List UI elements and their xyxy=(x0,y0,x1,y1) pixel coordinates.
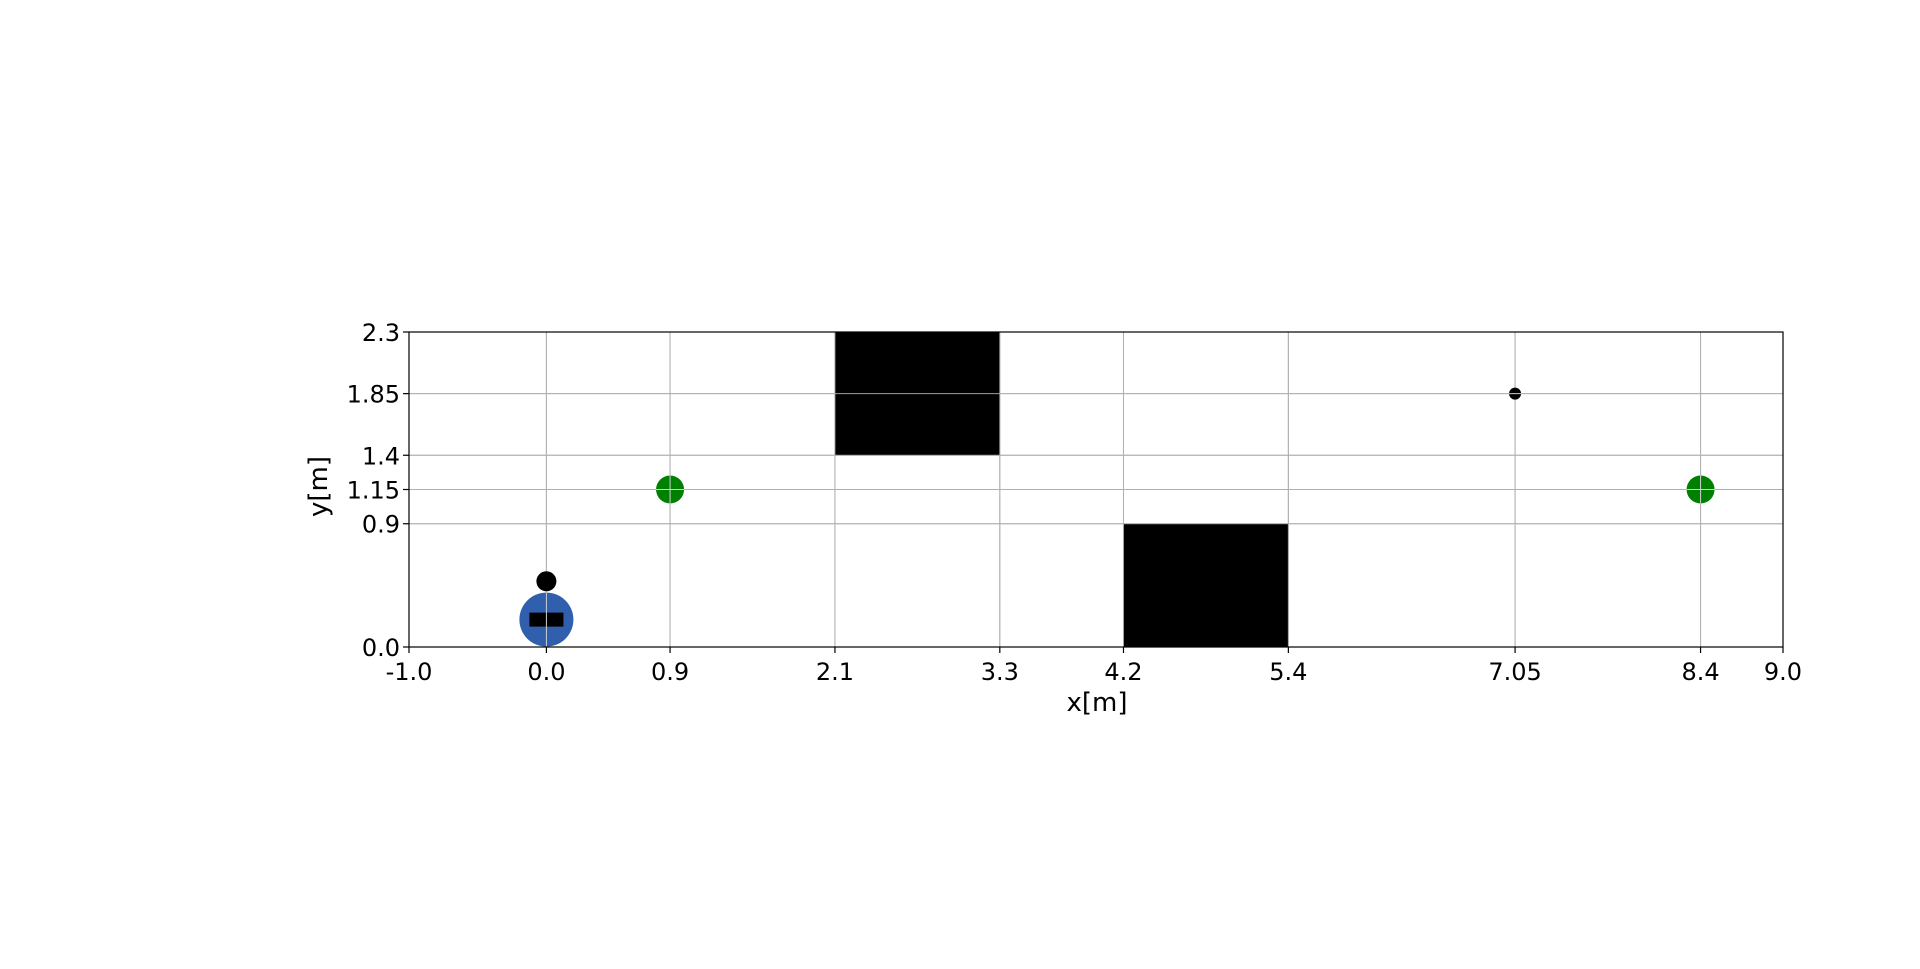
x-tick-label: 4.2 xyxy=(1104,658,1142,686)
y-axis-label: y[m] xyxy=(304,456,334,517)
y-ticks: 0.0 0.9 1.15 1.4 1.85 2.3 xyxy=(347,319,409,662)
markers xyxy=(519,387,1715,647)
y-tick-label: 1.85 xyxy=(347,381,400,409)
x-tick-label: 0.0 xyxy=(527,658,565,686)
y-tick-label: 1.4 xyxy=(362,442,400,470)
obstacles xyxy=(408,331,1784,648)
y-tick-label: 1.15 xyxy=(347,477,400,505)
x-tick-label: 8.4 xyxy=(1681,658,1719,686)
y-tick-label: 0.0 xyxy=(362,634,400,662)
x-ticks: -1.0 0.0 0.9 2.1 3.3 4.2 5.4 7.05 8.4 9.0 xyxy=(386,647,1802,686)
x-tick-label: 3.3 xyxy=(981,658,1019,686)
x-tick-label: 9.0 xyxy=(1764,658,1802,686)
x-tick-label: -1.0 xyxy=(386,658,433,686)
y-tick-label: 2.3 xyxy=(362,319,400,347)
robot-head xyxy=(536,571,557,592)
x-tick-label: 7.05 xyxy=(1488,658,1541,686)
x-tick-label: 5.4 xyxy=(1269,658,1307,686)
x-axis-label: x[m] xyxy=(1066,688,1127,718)
x-tick-label: 2.1 xyxy=(816,658,854,686)
x-tick-label: 0.9 xyxy=(651,658,689,686)
y-tick-label: 0.9 xyxy=(362,511,400,539)
obstacle-rect xyxy=(1123,523,1289,647)
